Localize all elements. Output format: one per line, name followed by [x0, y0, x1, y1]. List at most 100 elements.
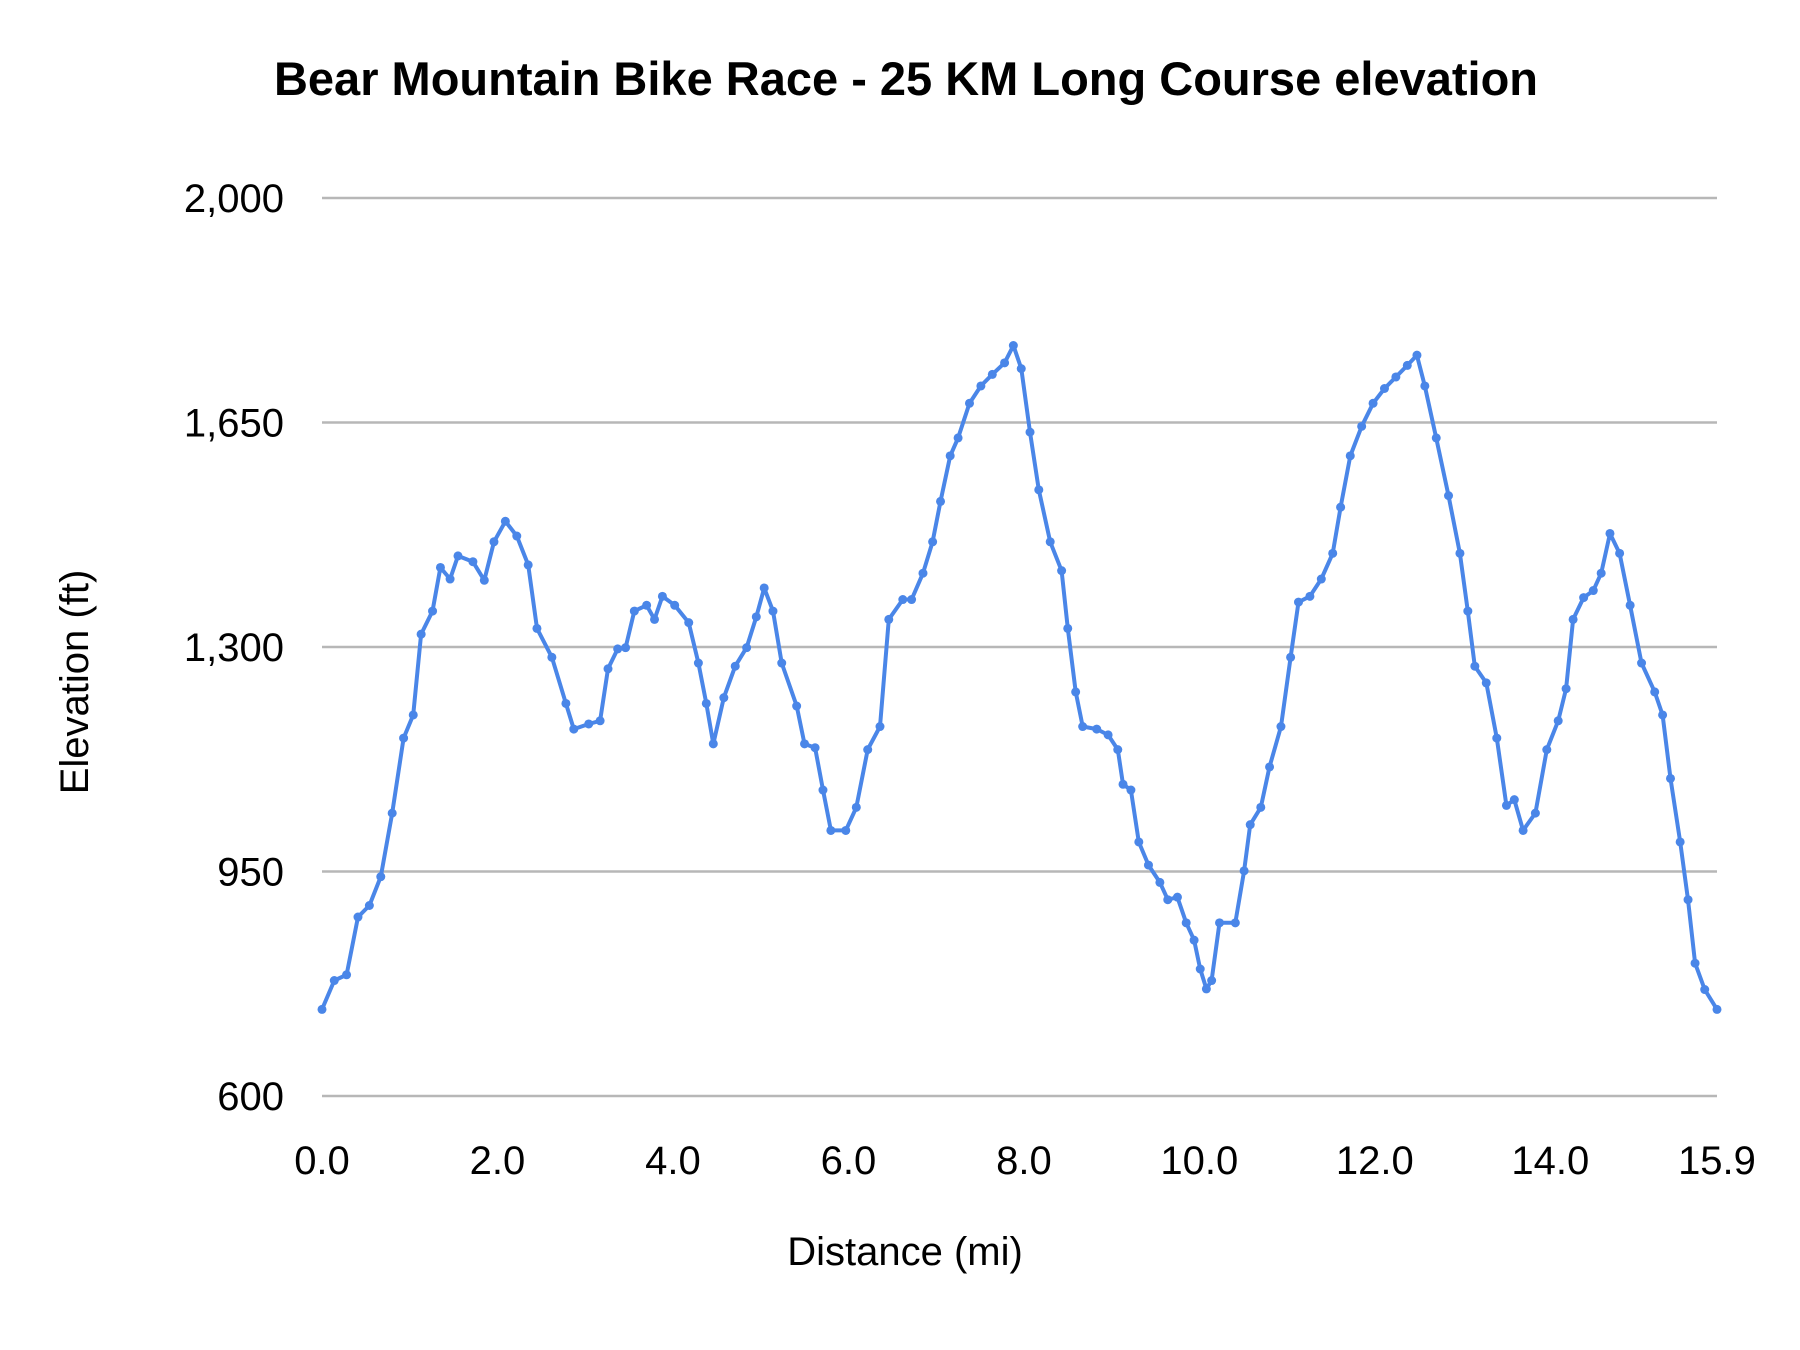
data-point [500, 516, 510, 526]
data-point [1700, 985, 1710, 995]
data-point [936, 496, 946, 506]
y-tick-label: 2,000 [184, 177, 284, 221]
data-point [964, 398, 974, 408]
x-tick-label: 14.0 [1511, 1139, 1589, 1183]
data-point [1181, 918, 1191, 928]
data-point [1357, 421, 1367, 431]
data-point [1625, 600, 1635, 610]
data-point [1675, 837, 1685, 847]
data-point [1025, 427, 1035, 437]
x-tick-label: 0.0 [294, 1139, 350, 1183]
data-point [512, 531, 522, 541]
data-point [1588, 586, 1598, 596]
data-point [1712, 1004, 1722, 1014]
x-tick-label: 15.9 [1678, 1139, 1756, 1183]
data-point [1092, 724, 1102, 734]
data-point [1530, 808, 1540, 818]
data-point [875, 722, 885, 732]
data-point [684, 618, 694, 628]
data-point [670, 600, 680, 610]
data-point [701, 698, 711, 708]
data-point [1008, 341, 1018, 351]
data-point [841, 825, 851, 835]
data-point [1143, 860, 1153, 870]
data-point [561, 698, 571, 708]
data-point [1305, 591, 1315, 601]
y-tick-label: 950 [217, 851, 284, 895]
x-tick-label: 10.0 [1160, 1139, 1238, 1183]
data-point [1683, 895, 1693, 905]
data-point [1336, 502, 1346, 512]
data-point [1276, 722, 1286, 732]
data-point [523, 560, 533, 570]
series-line [320, 343, 1719, 1011]
data-point [1078, 722, 1088, 732]
y-tick-label: 600 [217, 1075, 284, 1119]
data-point [329, 976, 339, 986]
data-point [1637, 658, 1647, 668]
x-tick-label: 4.0 [645, 1139, 701, 1183]
data-point [1155, 877, 1165, 887]
data-point [1071, 687, 1081, 697]
data-point [1189, 935, 1199, 945]
data-point [468, 557, 478, 567]
y-axis-label: Elevation (ft) [53, 570, 97, 795]
data-point [1294, 597, 1303, 607]
data-point [1420, 381, 1430, 391]
data-point [1690, 958, 1700, 968]
data-point [445, 574, 455, 584]
data-point [1000, 358, 1010, 368]
data-point [1650, 687, 1660, 697]
data-point [945, 451, 955, 461]
data-point [1481, 678, 1491, 688]
data-point [1034, 485, 1044, 495]
data-point [1016, 364, 1026, 374]
data-point [826, 825, 836, 835]
data-point [987, 369, 997, 379]
x-axis-label: Distance (mi) [787, 1230, 1023, 1274]
data-point [1518, 825, 1528, 835]
data-point [730, 661, 740, 671]
data-point [1542, 745, 1552, 755]
data-point [1431, 433, 1441, 443]
x-tick-label: 2.0 [470, 1139, 526, 1183]
data-point [1045, 537, 1055, 547]
data-point [1470, 661, 1480, 671]
x-tick-label: 8.0 [996, 1139, 1052, 1183]
data-point [408, 710, 418, 720]
data-point [1113, 745, 1123, 755]
data-point [595, 716, 605, 726]
data-point [1286, 652, 1296, 662]
data-point [613, 644, 623, 654]
data-point [603, 664, 613, 674]
data-point [1239, 866, 1249, 876]
data-point [719, 693, 729, 703]
data-point [428, 606, 438, 616]
gridlines [322, 196, 1717, 1098]
data-point [364, 900, 374, 910]
data-point [1245, 820, 1255, 830]
data-point [1201, 984, 1211, 994]
x-tick-label: 12.0 [1336, 1139, 1414, 1183]
y-tick-label: 1,650 [184, 402, 284, 446]
data-point [317, 1004, 327, 1014]
data-point [1256, 802, 1266, 812]
data-point [353, 912, 363, 922]
data-point [1596, 568, 1606, 578]
data-point [851, 802, 861, 812]
data-point [918, 568, 928, 578]
x-tick-label: 6.0 [821, 1139, 877, 1183]
data-point [1444, 491, 1454, 501]
data-point [1328, 548, 1338, 558]
data-point [1195, 964, 1205, 974]
data-point [1230, 918, 1240, 928]
data-point [584, 719, 594, 729]
data-point [863, 745, 873, 755]
data-point [810, 743, 820, 753]
data-point [884, 614, 894, 624]
data-point [1265, 762, 1275, 772]
data-point [1615, 548, 1625, 558]
data-point [1368, 398, 1378, 408]
data-point [1509, 795, 1519, 805]
data-point [1063, 623, 1073, 633]
